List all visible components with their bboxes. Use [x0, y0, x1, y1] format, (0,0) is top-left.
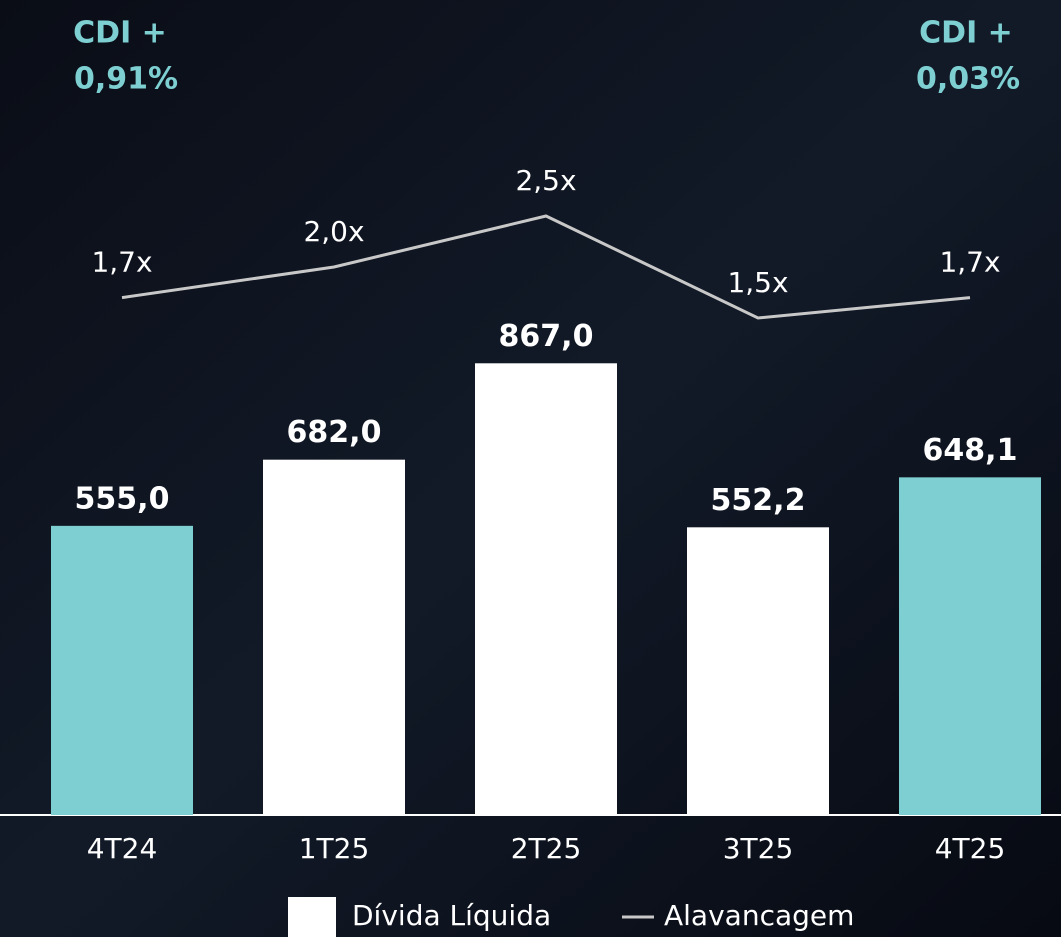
- data-label: 555,0: [75, 481, 170, 516]
- bar: [263, 459, 405, 815]
- data-label: 682,0: [287, 415, 382, 450]
- x-tick-label: 4T24: [87, 832, 158, 865]
- data-label: 2,5x: [515, 164, 576, 197]
- data-label: 648,1: [923, 433, 1018, 468]
- legend-swatch: [288, 897, 336, 937]
- data-label: 867,0: [499, 319, 594, 354]
- data-label: 1,7x: [939, 246, 1000, 279]
- bar: [899, 477, 1041, 815]
- x-tick-label: 3T25: [723, 832, 794, 865]
- annotation: CDI +: [73, 16, 167, 51]
- x-tick-label: 2T25: [511, 832, 582, 865]
- data-label: 1,5x: [727, 266, 788, 299]
- legend-label: Alavancagem: [664, 899, 854, 932]
- bar: [475, 363, 617, 815]
- x-tick-label: 4T25: [935, 832, 1006, 865]
- bar: [687, 527, 829, 815]
- x-tick-label: 1T25: [299, 832, 370, 865]
- data-label: 1,7x: [91, 246, 152, 279]
- annotation: 0,91%: [74, 62, 178, 97]
- data-label: 552,2: [711, 483, 806, 518]
- bar: [51, 525, 193, 815]
- data-label: 2,0x: [303, 215, 364, 248]
- annotation: 0,03%: [916, 62, 1020, 97]
- line: [121, 214, 971, 320]
- annotation: CDI +: [919, 16, 1013, 51]
- legend-label: Dívida Líquida: [352, 899, 551, 932]
